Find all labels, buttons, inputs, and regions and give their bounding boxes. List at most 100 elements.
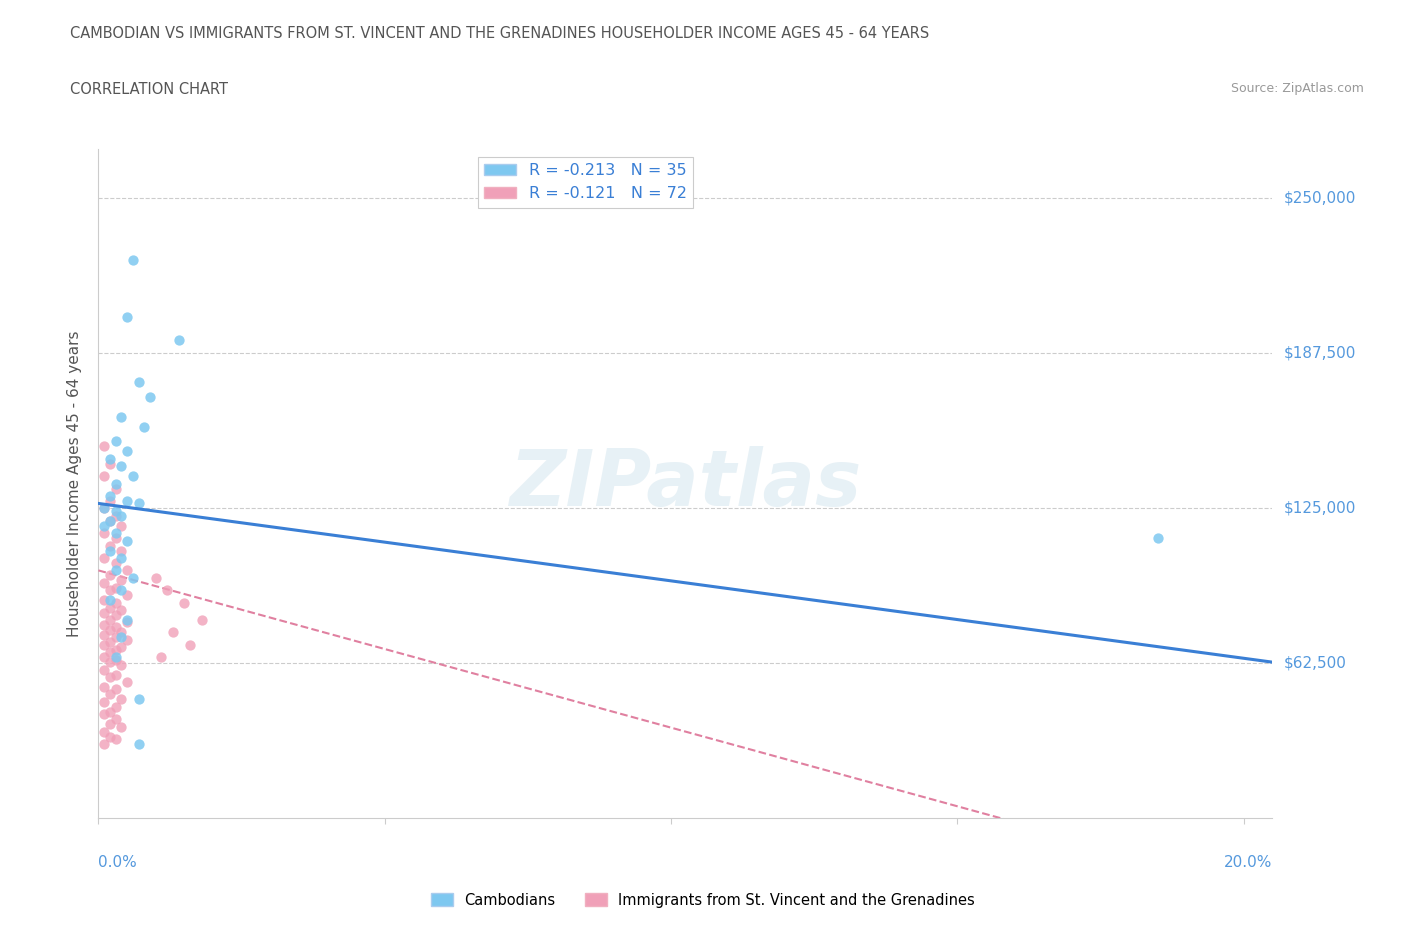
Point — [104, 531, 127, 546]
Point — [110, 409, 132, 424]
Point — [98, 729, 121, 744]
Point — [115, 615, 138, 630]
Point — [121, 570, 143, 585]
Point — [190, 613, 212, 628]
Point — [110, 543, 132, 558]
Point — [104, 434, 127, 449]
Point — [1147, 531, 1170, 546]
Point — [104, 607, 127, 622]
Point — [110, 551, 132, 565]
Point — [167, 332, 190, 347]
Point — [110, 573, 132, 588]
Point — [110, 625, 132, 640]
Point — [110, 583, 132, 598]
Point — [110, 509, 132, 524]
Text: CAMBODIAN VS IMMIGRANTS FROM ST. VINCENT AND THE GRENADINES HOUSEHOLDER INCOME A: CAMBODIAN VS IMMIGRANTS FROM ST. VINCENT… — [70, 26, 929, 41]
Text: $250,000: $250,000 — [1284, 191, 1357, 206]
Text: 20.0%: 20.0% — [1225, 856, 1272, 870]
Point — [104, 555, 127, 570]
Point — [150, 650, 173, 665]
Point — [145, 570, 167, 585]
Point — [156, 583, 179, 598]
Point — [139, 390, 162, 405]
Point — [93, 576, 115, 591]
Point — [115, 563, 138, 578]
Point — [98, 644, 121, 659]
Point — [115, 444, 138, 458]
Point — [121, 253, 143, 268]
Point — [98, 670, 121, 684]
Point — [93, 469, 115, 484]
Point — [173, 595, 195, 610]
Point — [115, 310, 138, 325]
Point — [93, 628, 115, 643]
Point — [93, 650, 115, 665]
Point — [110, 658, 132, 672]
Point — [115, 588, 138, 603]
Point — [104, 476, 127, 491]
Point — [104, 732, 127, 747]
Point — [98, 635, 121, 650]
Point — [93, 525, 115, 540]
Point — [93, 680, 115, 695]
Point — [115, 613, 138, 628]
Point — [93, 707, 115, 722]
Point — [93, 618, 115, 632]
Text: Source: ZipAtlas.com: Source: ZipAtlas.com — [1230, 82, 1364, 95]
Legend: Cambodians, Immigrants from St. Vincent and the Grenadines: Cambodians, Immigrants from St. Vincent … — [425, 886, 981, 913]
Point — [93, 637, 115, 652]
Point — [93, 662, 115, 677]
Point — [98, 613, 121, 628]
Point — [104, 503, 127, 518]
Point — [104, 643, 127, 658]
Point — [110, 692, 132, 707]
Point — [110, 458, 132, 473]
Point — [98, 538, 121, 553]
Point — [104, 667, 127, 682]
Legend: R = -0.213   N = 35, R = -0.121   N = 72: R = -0.213 N = 35, R = -0.121 N = 72 — [478, 157, 693, 207]
Point — [121, 469, 143, 484]
Point — [93, 501, 115, 516]
Point — [98, 704, 121, 719]
Point — [104, 525, 127, 540]
Point — [115, 632, 138, 647]
Point — [93, 501, 115, 516]
Point — [104, 682, 127, 697]
Point — [98, 494, 121, 509]
Point — [93, 551, 115, 565]
Point — [128, 737, 150, 751]
Point — [110, 719, 132, 734]
Point — [98, 513, 121, 528]
Point — [110, 640, 132, 655]
Point — [98, 655, 121, 670]
Point — [93, 737, 115, 751]
Point — [115, 533, 138, 548]
Point — [104, 580, 127, 595]
Point — [110, 630, 132, 644]
Point — [104, 630, 127, 644]
Point — [104, 650, 127, 665]
Point — [98, 543, 121, 558]
Point — [98, 568, 121, 583]
Point — [104, 595, 127, 610]
Point — [110, 603, 132, 618]
Point — [93, 439, 115, 454]
Point — [93, 605, 115, 620]
Point — [98, 583, 121, 598]
Point — [93, 592, 115, 607]
Point — [93, 518, 115, 533]
Point — [162, 625, 184, 640]
Y-axis label: Householder Income Ages 45 - 64 years: Householder Income Ages 45 - 64 years — [67, 330, 83, 637]
Point — [104, 711, 127, 726]
Text: $187,500: $187,500 — [1284, 346, 1357, 361]
Point — [104, 509, 127, 524]
Point — [179, 637, 201, 652]
Point — [98, 600, 121, 615]
Point — [115, 674, 138, 689]
Point — [98, 687, 121, 702]
Point — [98, 457, 121, 472]
Point — [104, 652, 127, 667]
Point — [104, 620, 127, 635]
Point — [134, 419, 156, 434]
Text: 0.0%: 0.0% — [98, 856, 138, 870]
